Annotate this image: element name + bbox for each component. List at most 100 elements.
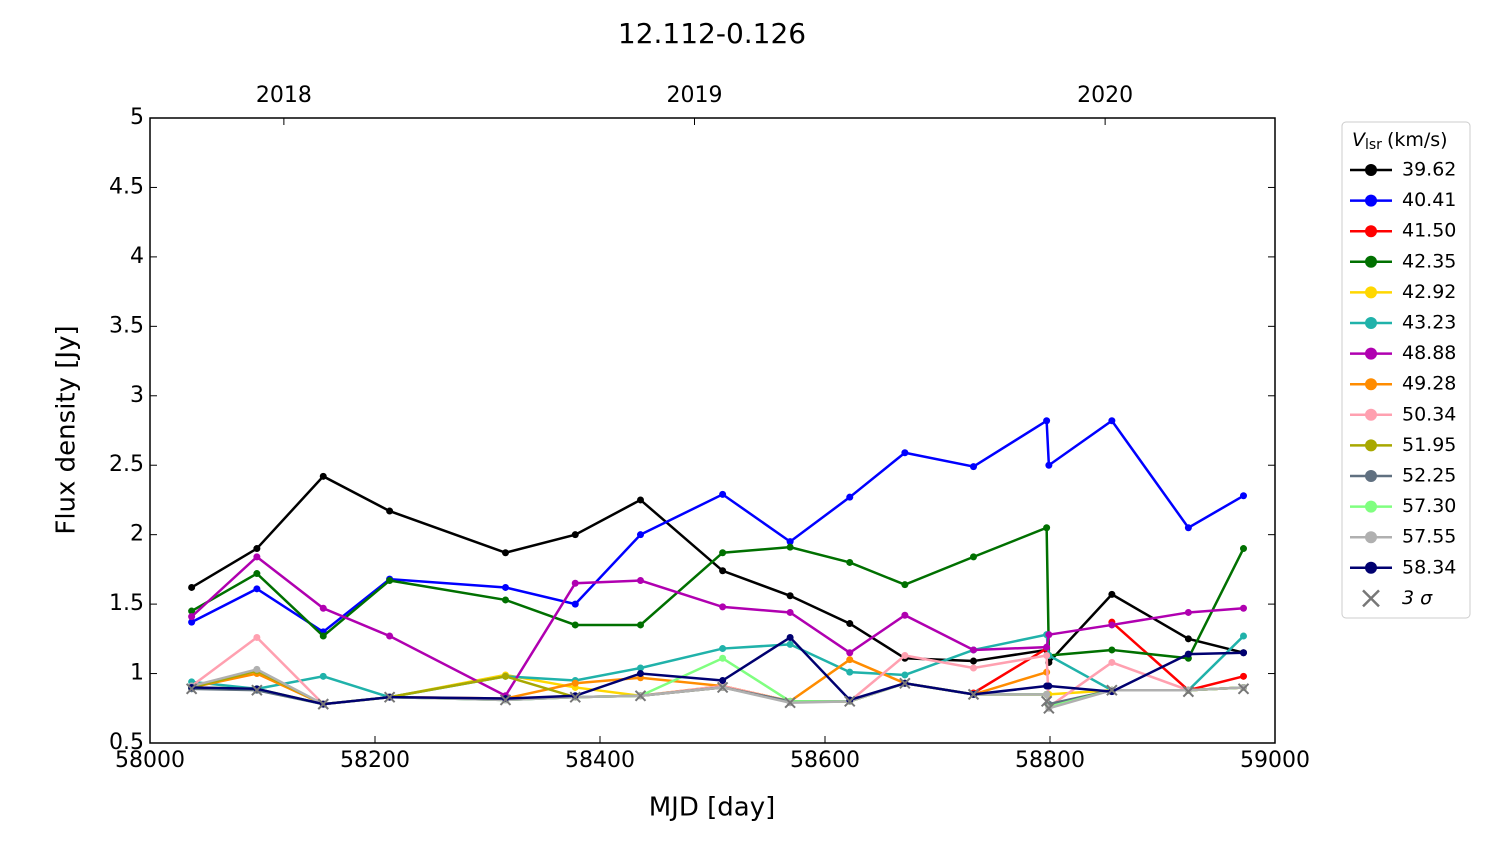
upper-limit-marker [1106, 684, 1118, 696]
data-point [1045, 682, 1053, 690]
data-point [1240, 492, 1247, 500]
plot-frame [149, 117, 1276, 744]
data-point [188, 618, 196, 626]
data-point [502, 596, 509, 604]
data-point [571, 621, 579, 629]
data-point [502, 549, 509, 557]
data-point [846, 649, 854, 657]
upper-limit-marker [844, 695, 856, 708]
y-tick-label: 4 [130, 244, 144, 269]
legend-marker [1365, 378, 1377, 391]
upper-limit-marker [784, 697, 796, 709]
legend-label: 40.41 [1402, 189, 1456, 211]
legend-marker [1365, 255, 1377, 268]
data-point [1184, 650, 1192, 658]
y-tick-label: 2.5 [109, 452, 144, 477]
upper-limit-marker [1182, 685, 1195, 698]
data-point [901, 611, 909, 619]
data-point [786, 633, 794, 641]
legend-marker [1365, 164, 1377, 176]
upper-limit-marker [251, 684, 263, 696]
data-point [1043, 417, 1051, 425]
data-point [386, 507, 394, 515]
data-point [319, 632, 327, 640]
legend-label: 52.25 [1402, 465, 1456, 487]
data-point [1108, 621, 1116, 629]
legend-marker [1365, 408, 1377, 421]
y-axis-label: Flux density [Jy] [52, 325, 82, 534]
x-tick-label: 58200 [340, 748, 410, 773]
series-line [191, 418, 1245, 634]
legend-label: 51.95 [1402, 434, 1456, 456]
data-point [1240, 649, 1247, 657]
top-x-tick-label: 2020 [1077, 83, 1133, 108]
y-tick-label: 1 [130, 661, 144, 686]
data-point [901, 581, 909, 589]
data-point [970, 463, 977, 471]
y-tick-label: 3.5 [109, 313, 144, 338]
upper-limit-marker [967, 688, 980, 701]
upper-limit-marker [185, 683, 198, 695]
data-point [1240, 672, 1247, 680]
legend-label: 50.34 [1402, 403, 1456, 425]
upper-limit-marker [317, 698, 329, 710]
legend-marker [1365, 347, 1377, 360]
data-point [846, 620, 854, 628]
legend-marker [1365, 439, 1377, 452]
legend-title: Vlsr (km/s) [1352, 129, 1448, 154]
y-tick-label: 5 [130, 105, 144, 130]
data-point [901, 652, 909, 659]
data-point [719, 645, 727, 653]
upper-limit-marker [634, 690, 647, 702]
data-point [970, 553, 977, 561]
data-point [1045, 461, 1053, 469]
data-point [637, 670, 644, 678]
upper-limit-marker [1043, 702, 1055, 714]
data-point [719, 654, 727, 662]
x-tick-label: 58000 [115, 748, 185, 773]
upper-limit-marker [383, 691, 396, 703]
data-point [970, 646, 977, 654]
data-point [786, 538, 794, 546]
data-point [571, 531, 579, 539]
data-point [786, 543, 794, 551]
legend-marker [1365, 561, 1377, 574]
legend-marker [1365, 194, 1377, 207]
data-point [786, 592, 794, 600]
data-point [637, 577, 644, 584]
upper-limit-marker [1237, 683, 1250, 695]
legend-marker [1365, 317, 1377, 329]
data-point [1184, 635, 1192, 643]
x-tick-label: 59000 [1240, 748, 1310, 773]
data-point [1240, 545, 1247, 553]
x-tick-label: 58400 [565, 748, 635, 773]
data-point [786, 640, 794, 648]
data-point [719, 567, 727, 575]
legend-marker [1365, 531, 1377, 544]
data-point [1043, 643, 1051, 651]
upper-limit-marker [716, 681, 729, 694]
data-point [188, 607, 196, 615]
data-point [1108, 590, 1116, 598]
data-point [719, 677, 727, 684]
data-point [188, 613, 196, 621]
chart-title: 12.112-0.126 [618, 17, 806, 50]
data-point [1240, 632, 1247, 640]
legend-label: 58.34 [1402, 556, 1456, 578]
legend-label: 48.88 [1402, 342, 1456, 364]
legend-marker [1362, 589, 1380, 608]
y-tick-label: 0.5 [109, 730, 144, 755]
data-point [970, 657, 977, 665]
data-point [502, 583, 509, 591]
data-point [1043, 524, 1051, 532]
data-point [319, 604, 327, 612]
data-point [386, 577, 394, 584]
data-point [253, 545, 261, 553]
data-point [719, 549, 727, 557]
data-point [253, 570, 261, 578]
x-tick-label: 58600 [790, 748, 860, 773]
data-point [846, 656, 854, 664]
legend-marker [1365, 500, 1377, 513]
data-point [1108, 417, 1116, 425]
